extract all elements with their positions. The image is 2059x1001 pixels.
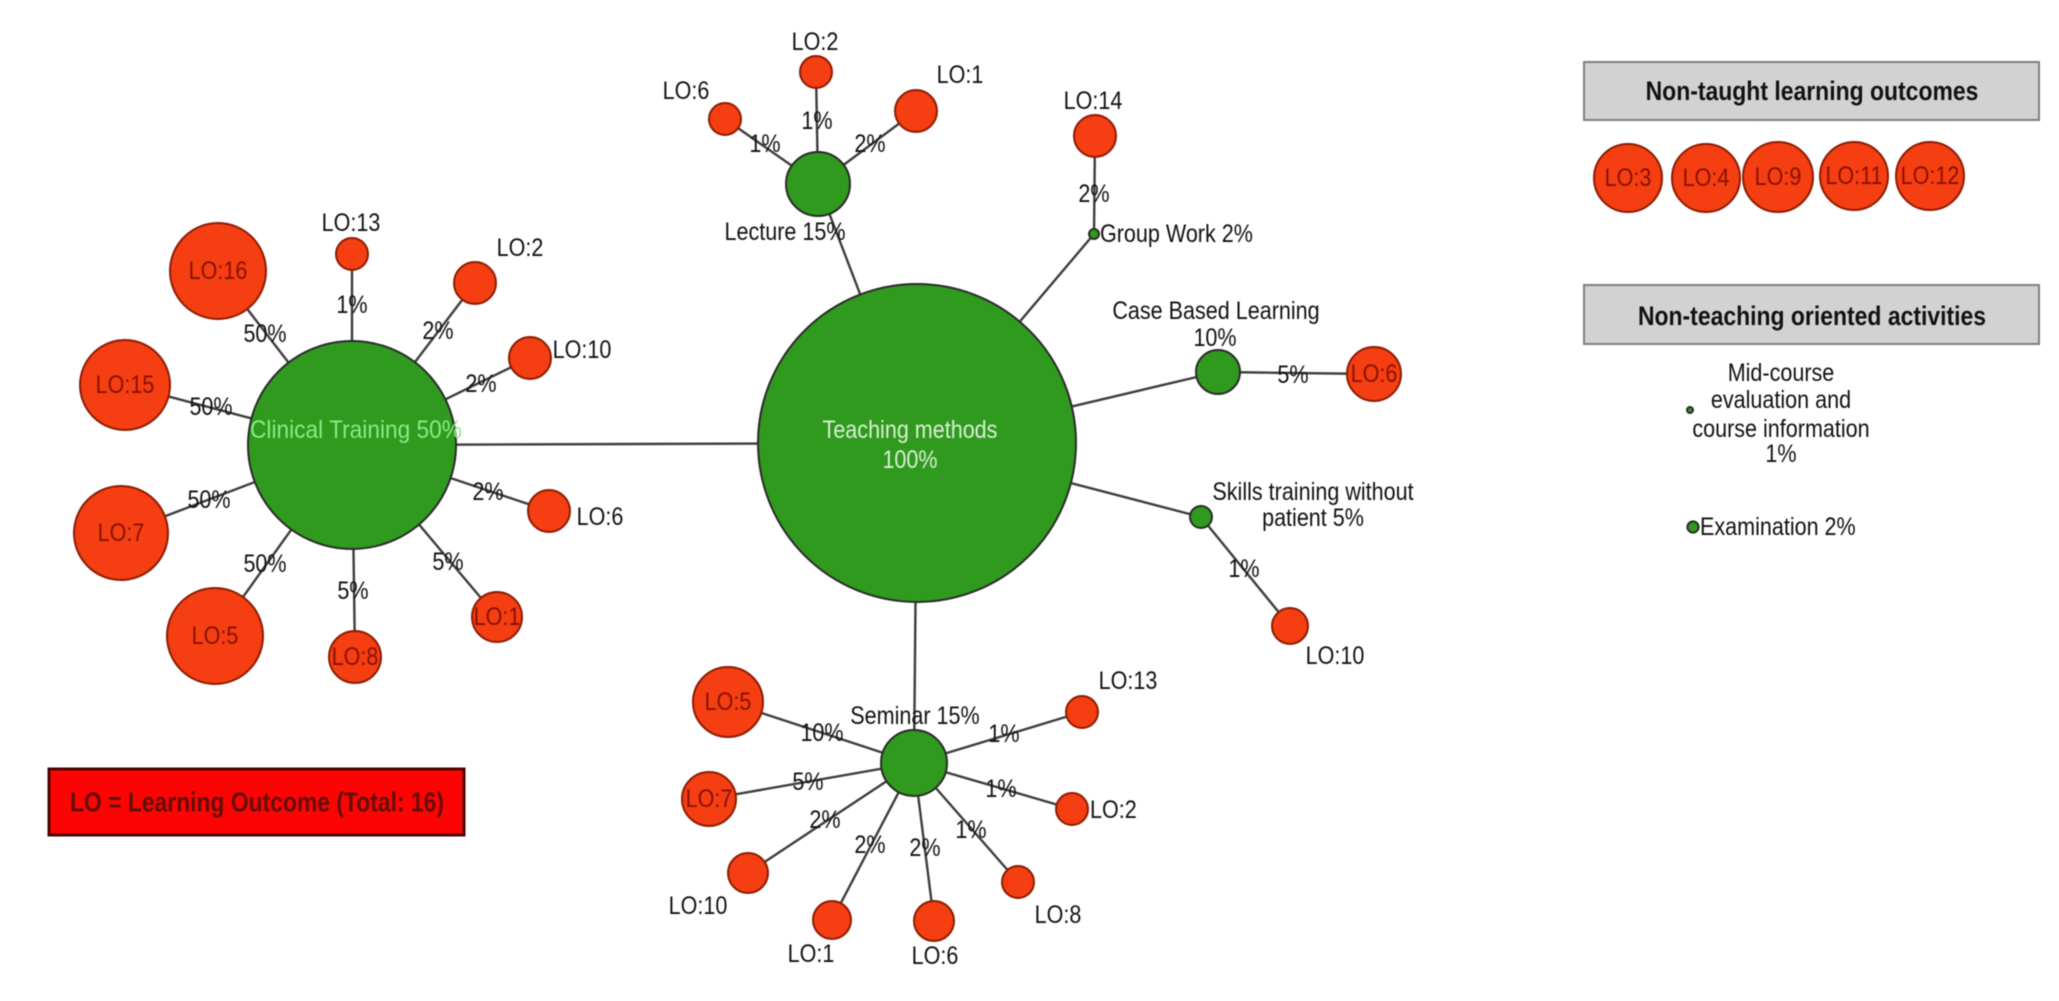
- svg-text:Examination 2%: Examination 2%: [1700, 513, 1856, 541]
- svg-text:50%: 50%: [243, 320, 286, 348]
- svg-text:1%: 1%: [336, 291, 367, 319]
- svg-text:Non-taught learning outcomes: Non-taught learning outcomes: [1646, 76, 1979, 106]
- svg-text:LO:2: LO:2: [792, 28, 839, 56]
- svg-text:LO:7: LO:7: [686, 785, 733, 813]
- svg-text:LO:6: LO:6: [577, 503, 624, 531]
- svg-text:Seminar 15%: Seminar 15%: [850, 702, 979, 730]
- svg-text:1%: 1%: [749, 130, 780, 158]
- svg-text:Clinical Training 50%: Clinical Training 50%: [250, 416, 462, 444]
- svg-text:LO:6: LO:6: [1351, 360, 1398, 388]
- svg-text:Mid-course: Mid-course: [1728, 359, 1835, 387]
- svg-text:LO = Learning Outcome (Total:: LO = Learning Outcome (Total: 16): [70, 787, 444, 818]
- svg-text:1%: 1%: [1765, 440, 1796, 468]
- svg-text:LO:2: LO:2: [1090, 796, 1137, 824]
- svg-text:LO:1: LO:1: [788, 940, 835, 968]
- svg-text:evaluation and: evaluation and: [1711, 386, 1851, 414]
- svg-text:LO:12: LO:12: [1901, 162, 1960, 190]
- svg-text:patient 5%: patient 5%: [1262, 504, 1364, 532]
- svg-text:1%: 1%: [988, 720, 1019, 748]
- svg-text:2%: 2%: [854, 130, 885, 158]
- svg-text:100%: 100%: [882, 446, 937, 474]
- svg-text:50%: 50%: [189, 393, 232, 421]
- svg-text:course information: course information: [1692, 415, 1869, 443]
- svg-text:5%: 5%: [432, 548, 463, 576]
- svg-text:LO:4: LO:4: [1683, 164, 1730, 192]
- svg-text:LO:6: LO:6: [663, 77, 710, 105]
- svg-text:50%: 50%: [187, 486, 230, 514]
- svg-text:LO:10: LO:10: [553, 336, 612, 364]
- svg-text:LO:8: LO:8: [1035, 901, 1082, 929]
- svg-text:LO:16: LO:16: [189, 257, 248, 285]
- svg-text:Teaching methods: Teaching methods: [823, 416, 998, 444]
- svg-text:10%: 10%: [800, 719, 843, 747]
- svg-text:Non-teaching oriented activiti: Non-teaching oriented activities: [1638, 301, 1986, 331]
- svg-text:LO:3: LO:3: [1605, 164, 1652, 192]
- svg-text:LO:5: LO:5: [192, 622, 239, 650]
- svg-text:LO:14: LO:14: [1064, 87, 1123, 115]
- svg-text:1%: 1%: [955, 816, 986, 844]
- svg-text:2%: 2%: [809, 806, 840, 834]
- svg-text:LO:9: LO:9: [1755, 163, 1802, 191]
- svg-text:2%: 2%: [854, 831, 885, 859]
- svg-text:2%: 2%: [422, 317, 453, 345]
- svg-text:2%: 2%: [1078, 180, 1109, 208]
- svg-text:5%: 5%: [792, 768, 823, 796]
- svg-text:LO:11: LO:11: [1825, 162, 1882, 190]
- svg-text:Case Based Learning: Case Based Learning: [1112, 297, 1319, 325]
- svg-text:Skills training without: Skills training without: [1212, 478, 1413, 506]
- svg-text:1%: 1%: [985, 775, 1016, 803]
- svg-text:LO:8: LO:8: [332, 643, 379, 671]
- svg-text:LO:15: LO:15: [96, 371, 155, 399]
- svg-text:LO:2: LO:2: [497, 234, 544, 262]
- svg-text:LO:5: LO:5: [705, 688, 752, 716]
- svg-text:2%: 2%: [465, 370, 496, 398]
- svg-text:5%: 5%: [337, 577, 368, 605]
- svg-text:Lecture 15%: Lecture 15%: [725, 218, 846, 246]
- svg-text:LO:7: LO:7: [98, 519, 145, 547]
- svg-text:LO:10: LO:10: [669, 892, 728, 920]
- svg-text:1%: 1%: [1228, 555, 1259, 583]
- svg-text:10%: 10%: [1193, 324, 1236, 352]
- svg-text:50%: 50%: [243, 550, 286, 578]
- svg-text:Group Work 2%: Group Work 2%: [1100, 220, 1253, 248]
- svg-text:LO:6: LO:6: [912, 942, 959, 970]
- svg-text:1%: 1%: [801, 107, 832, 135]
- svg-text:LO:13: LO:13: [322, 209, 381, 237]
- svg-text:2%: 2%: [909, 834, 940, 862]
- svg-text:5%: 5%: [1277, 361, 1308, 389]
- svg-text:LO:10: LO:10: [1306, 642, 1365, 670]
- svg-text:LO:1: LO:1: [937, 61, 984, 89]
- svg-text:LO:13: LO:13: [1099, 667, 1158, 695]
- svg-text:2%: 2%: [472, 478, 503, 506]
- svg-text:LO:1: LO:1: [474, 603, 521, 631]
